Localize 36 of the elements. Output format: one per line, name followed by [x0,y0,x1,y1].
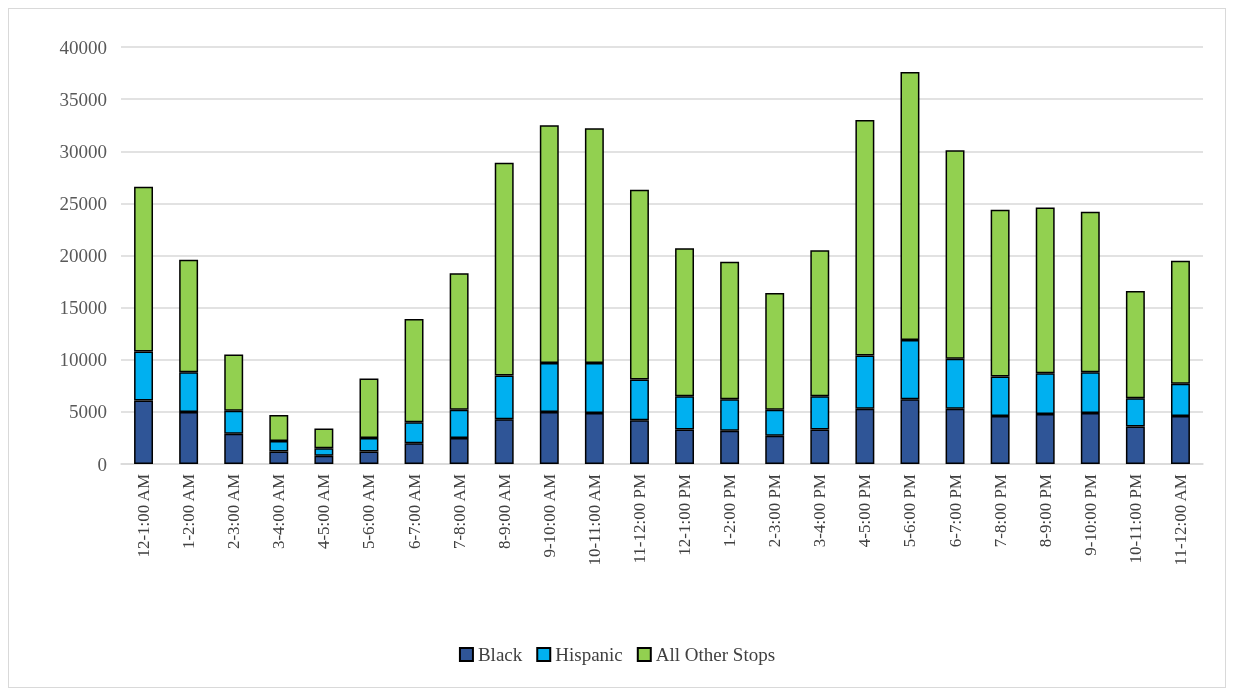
x-tick-label: 6-7:00 AM [404,474,424,550]
y-tick-label: 25000 [59,192,107,214]
x-tick-label: 10-11:00 PM [1125,474,1145,564]
x-tick-label: 5-6:00 PM [900,474,920,548]
x-tick-label: 1-2:00 AM [179,474,199,550]
x-tick-label: 8-9:00 PM [1035,474,1055,548]
y-tick-label: 10000 [59,349,107,371]
x-tick-label: 8-9:00 AM [494,474,514,550]
x-tick-label: 2-3:00 AM [224,474,244,550]
legend-label: Black [477,644,523,665]
x-tick-label: 1-2:00 PM [720,474,740,548]
x-tick-label: 4-5:00 PM [855,474,875,548]
x-tick-label: 3-4:00 PM [810,474,830,548]
x-tick-label: 3-4:00 AM [269,474,289,550]
x-tick-label: 12-1:00 PM [675,474,695,556]
x-tick-label: 5-6:00 AM [359,474,379,550]
x-tick-label: 11-12:00 AM [1170,474,1190,566]
y-tick-label: 35000 [59,88,107,110]
x-tick-label: 12-1:00 AM [134,474,154,558]
x-tick-label: 4-5:00 AM [314,474,334,550]
x-tick-label: 11-12:00 PM [629,474,649,564]
x-tick-label: 2-3:00 PM [765,474,785,548]
y-tick-label: 20000 [59,245,107,266]
y-tick-label: 30000 [59,140,107,162]
x-tick-label: 10-11:00 AM [584,474,604,566]
y-tick-label: 40000 [59,36,107,58]
legend-label: All Other Stops [655,644,776,665]
x-tick-label: 7-8:00 AM [449,474,469,550]
x-tick-label: 9-10:00 PM [1080,474,1100,556]
x-tick-label: 7-8:00 PM [990,474,1010,548]
x-tick-label: 9-10:00 AM [539,474,559,558]
y-tick-label: 15000 [59,297,107,319]
y-tick-label: 5000 [69,401,107,423]
y-tick-label: 0 [97,453,107,475]
legend-label: Hispanic [555,644,623,665]
x-tick-label: 6-7:00 PM [945,474,965,548]
